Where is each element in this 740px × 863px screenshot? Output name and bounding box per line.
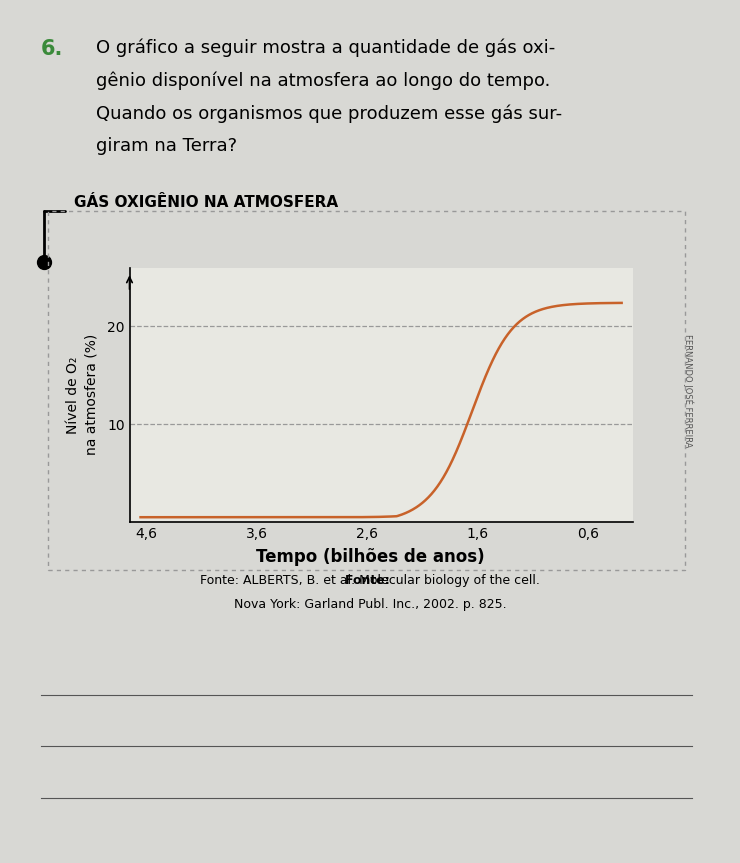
Text: giram na Terra?: giram na Terra? — [96, 137, 238, 155]
Text: Fonte: ALBERTS, B. et al. Molecular biology of the cell.: Fonte: ALBERTS, B. et al. Molecular biol… — [200, 574, 540, 587]
Text: O gráfico a seguir mostra a quantidade de gás oxi-: O gráfico a seguir mostra a quantidade d… — [96, 39, 556, 57]
Text: Tempo (bilhões de anos): Tempo (bilhões de anos) — [256, 548, 484, 566]
Text: Quando os organismos que produzem esse gás sur-: Quando os organismos que produzem esse g… — [96, 104, 562, 123]
Text: Nova York: Garland Publ. Inc., 2002. p. 825.: Nova York: Garland Publ. Inc., 2002. p. … — [234, 598, 506, 611]
Text: gênio disponível na atmosfera ao longo do tempo.: gênio disponível na atmosfera ao longo d… — [96, 72, 551, 90]
Text: FERNANDO JOSÉ FERREIRA: FERNANDO JOSÉ FERREIRA — [683, 334, 693, 447]
Text: Fonte:: Fonte: — [346, 574, 394, 587]
Y-axis label: Nível de O₂
na atmosfera (%): Nível de O₂ na atmosfera (%) — [67, 334, 98, 456]
Text: 6.: 6. — [41, 39, 63, 59]
Text: GÁS OXIGÊNIO NA ATMOSFERA: GÁS OXIGÊNIO NA ATMOSFERA — [74, 195, 338, 210]
